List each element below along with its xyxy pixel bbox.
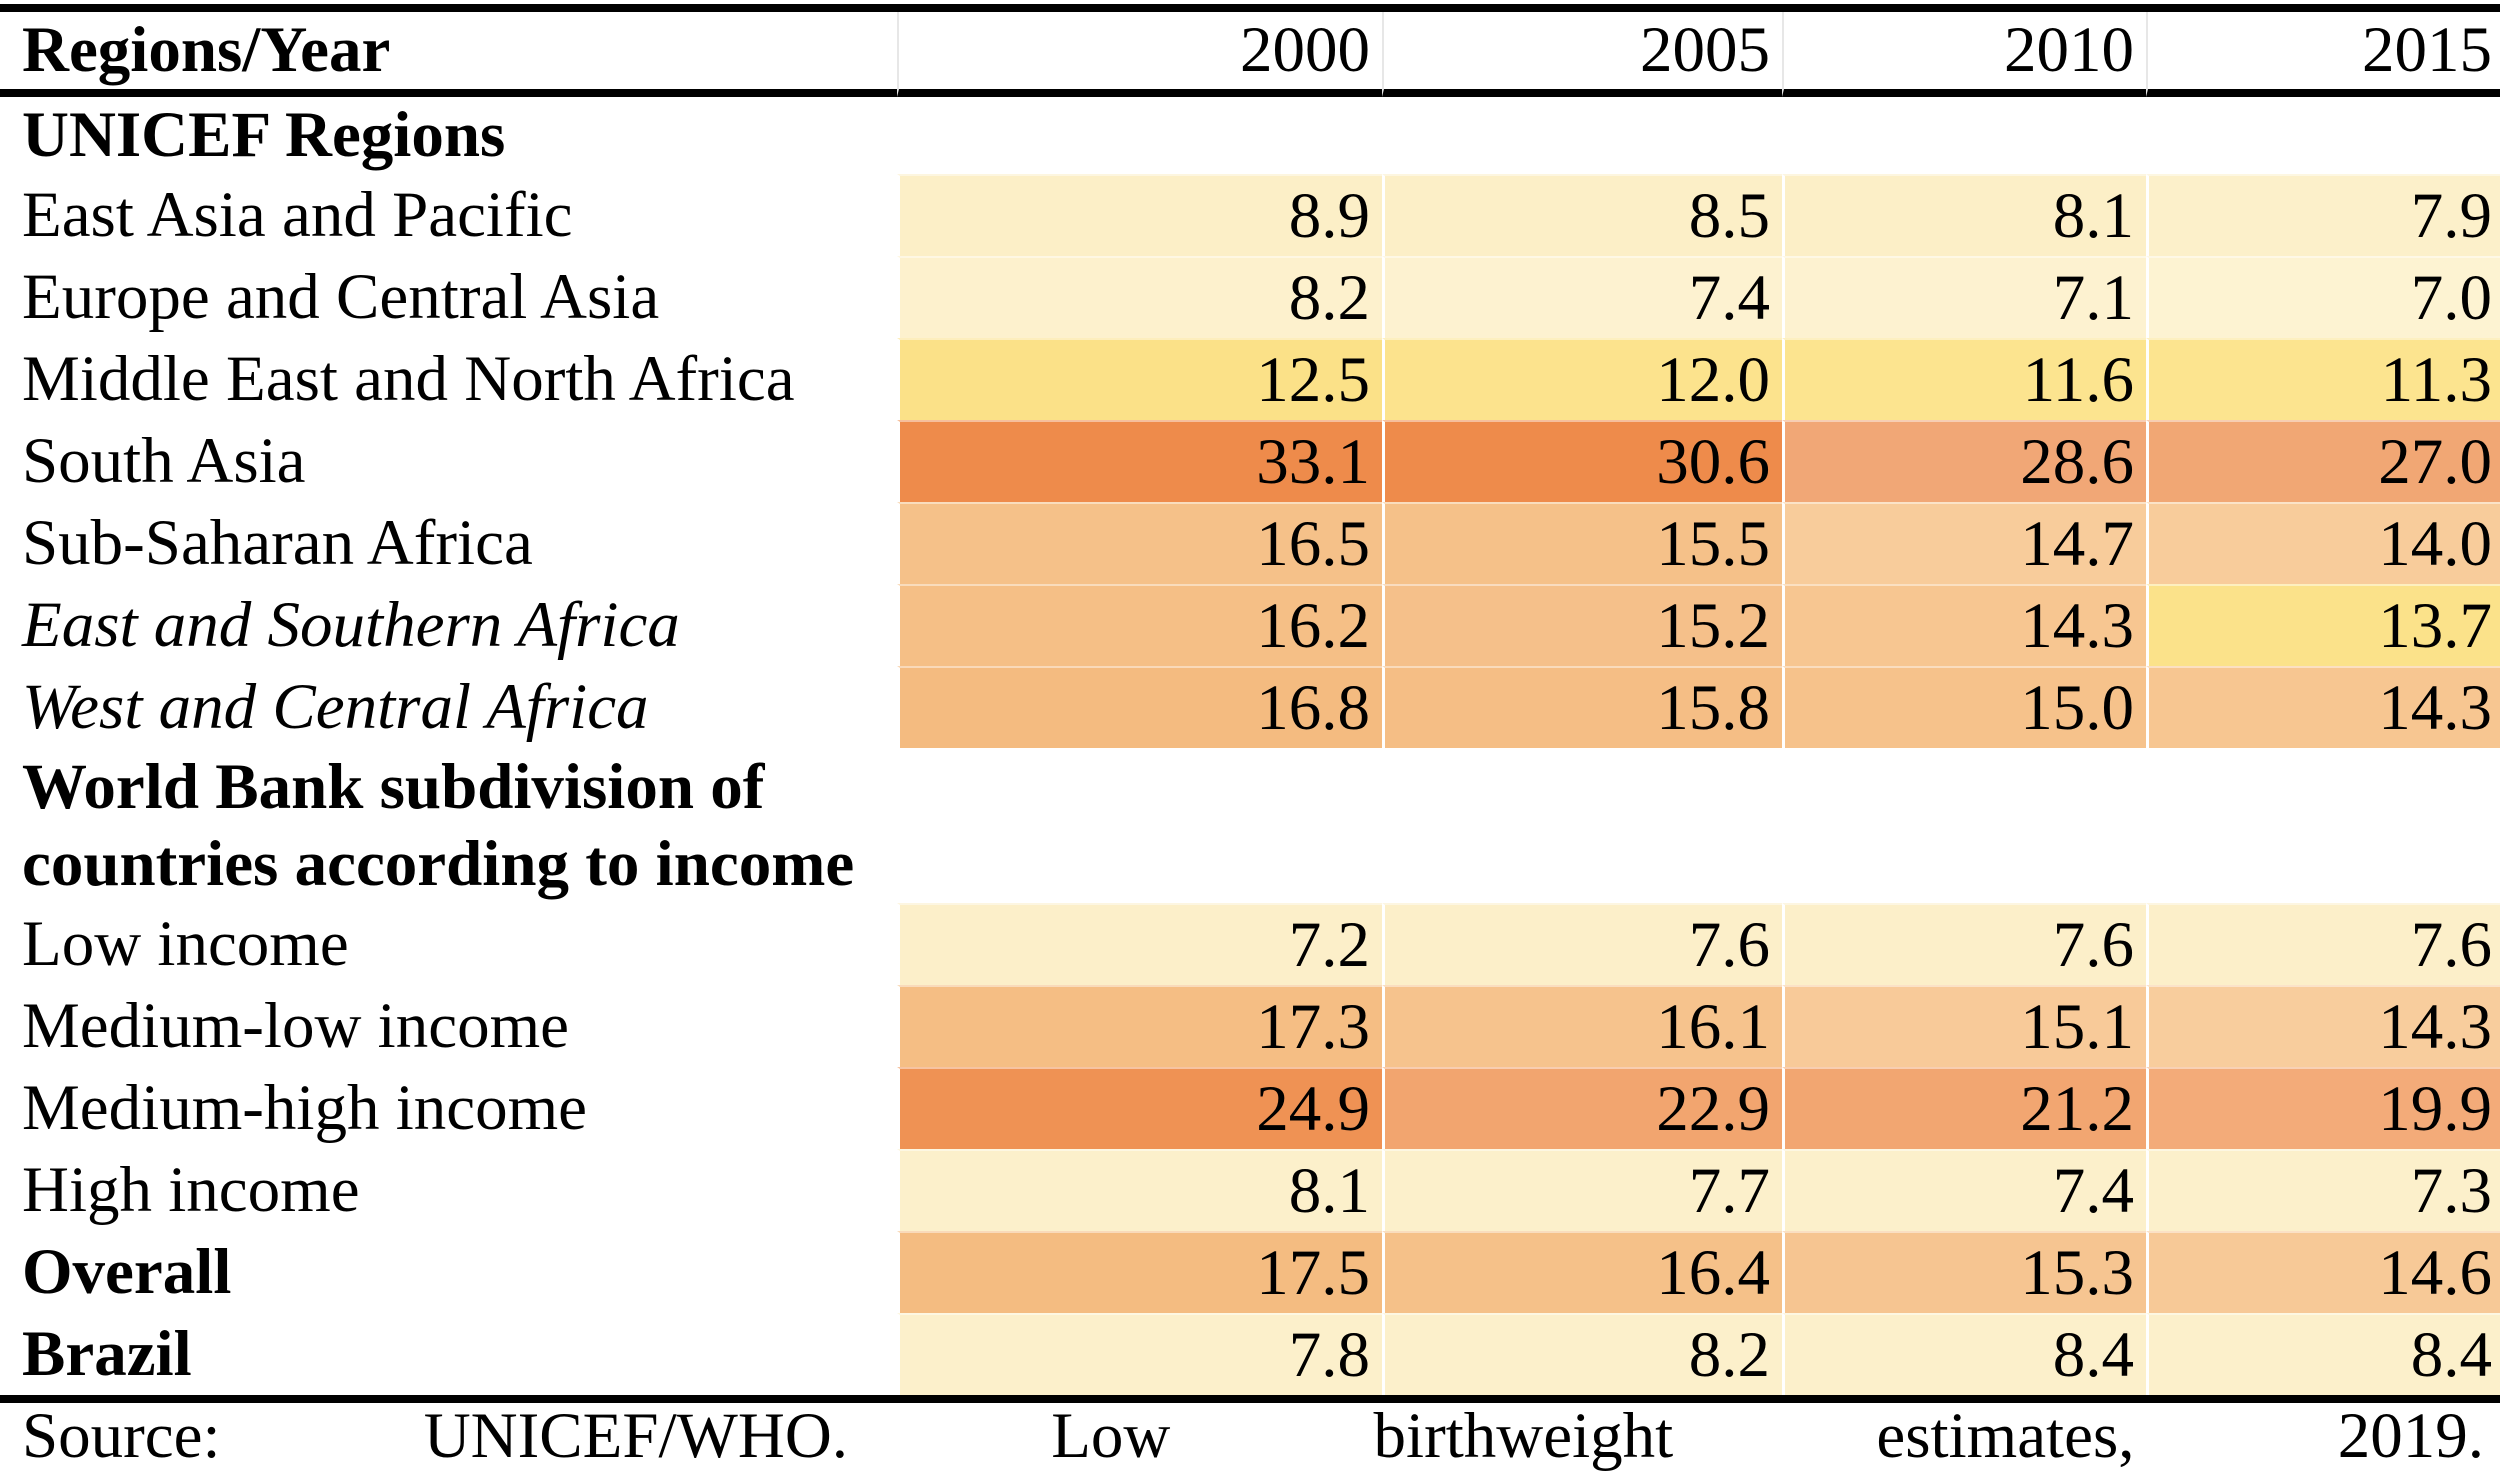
row-label: South Asia — [0, 420, 897, 502]
value-cell: 7.6 — [2146, 903, 2500, 986]
value-cell: 7.8 — [897, 1313, 1382, 1396]
value-cell: 15.5 — [1382, 502, 1782, 584]
value-cell: 7.7 — [1382, 1149, 1782, 1232]
table-row: East and Southern Africa 16.2 15.2 14.3 … — [0, 584, 2500, 666]
table-row: High income 8.1 7.7 7.4 7.3 — [0, 1149, 2500, 1232]
source-word: Source: — [22, 1399, 221, 1472]
value-cell: 16.2 — [897, 584, 1382, 666]
source-word: estimates, — [1876, 1399, 2135, 1472]
table-row: Overall 17.5 16.4 15.3 14.6 — [0, 1231, 2500, 1314]
value-cell: 7.4 — [1382, 256, 1782, 338]
table-row: South Asia 33.1 30.6 28.6 27.0 — [0, 420, 2500, 502]
value-cell: 7.9 — [2146, 174, 2500, 256]
value-cell: 11.6 — [1782, 338, 2146, 420]
table-row: Medium-high income 24.9 22.9 21.2 19.9 — [0, 1067, 2500, 1150]
value-cell: 21.2 — [1782, 1067, 2146, 1150]
value-cell: 22.9 — [1382, 1067, 1782, 1150]
value-cell: 8.1 — [897, 1149, 1382, 1232]
value-cell: 7.3 — [2146, 1149, 2500, 1232]
value-cell: 30.6 — [1382, 420, 1782, 502]
value-cell: 7.1 — [1782, 256, 2146, 338]
value-cell: 14.7 — [1782, 502, 2146, 584]
source-word: Low — [1051, 1399, 1171, 1472]
value-cell: 27.0 — [2146, 420, 2500, 502]
value-cell: 8.2 — [1382, 1313, 1782, 1396]
table-row: Brazil 7.8 8.2 8.4 8.4 — [0, 1313, 2500, 1396]
row-label: Overall — [0, 1231, 897, 1314]
value-cell: 15.2 — [1382, 584, 1782, 666]
source-word: 2019. — [2337, 1399, 2484, 1472]
header-year-2010: 2010 — [1782, 12, 2146, 97]
value-cell: 28.6 — [1782, 420, 2146, 502]
value-cell: 17.5 — [897, 1231, 1382, 1314]
section-heading: UNICEF Regions — [22, 99, 506, 171]
value-cell: 8.9 — [897, 174, 1382, 256]
value-cell: 14.3 — [2146, 666, 2500, 748]
section-unicef-regions: UNICEF Regions — [0, 97, 2500, 174]
value-cell: 14.3 — [2146, 985, 2500, 1068]
value-cell: 16.5 — [897, 502, 1382, 584]
table-row: East Asia and Pacific 8.9 8.5 8.1 7.9 — [0, 174, 2500, 256]
section-heading: World Bank subdivision of countries acco… — [0, 748, 2500, 903]
value-cell: 12.0 — [1382, 338, 1782, 420]
value-cell: 19.9 — [2146, 1067, 2500, 1150]
value-cell: 16.8 — [897, 666, 1382, 748]
table-row: Sub-Saharan Africa 16.5 15.5 14.7 14.0 — [0, 502, 2500, 584]
table-row: Medium-low income 17.3 16.1 15.1 14.3 — [0, 985, 2500, 1068]
table-top-rule — [0, 4, 2500, 12]
source-line: Source: UNICEF/WHO. Low birthweight esti… — [0, 1395, 2500, 1472]
value-cell: 16.1 — [1382, 985, 1782, 1068]
section-heading-text: World Bank subdivision of countries acco… — [22, 751, 855, 900]
value-cell: 14.6 — [2146, 1231, 2500, 1314]
row-label: Europe and Central Asia — [0, 256, 897, 338]
source-word: birthweight — [1373, 1399, 1674, 1472]
table-row: West and Central Africa 16.8 15.8 15.0 1… — [0, 666, 2500, 748]
header-year-2000: 2000 — [897, 12, 1382, 97]
value-cell: 11.3 — [2146, 338, 2500, 420]
value-cell: 7.6 — [1782, 903, 2146, 986]
table-row: Low income 7.2 7.6 7.6 7.6 — [0, 903, 2500, 986]
header-regions-year: Regions/Year — [0, 12, 897, 97]
value-cell: 24.9 — [897, 1067, 1382, 1150]
source-word: UNICEF/WHO. — [423, 1399, 849, 1472]
row-label: West and Central Africa — [0, 666, 897, 748]
value-cell: 14.0 — [2146, 502, 2500, 584]
value-cell: 12.5 — [897, 338, 1382, 420]
value-cell: 13.7 — [2146, 584, 2500, 666]
value-cell: 7.2 — [897, 903, 1382, 986]
value-cell: 8.4 — [1782, 1313, 2146, 1396]
table-row: Middle East and North Africa 12.5 12.0 1… — [0, 338, 2500, 420]
header-year-2015: 2015 — [2146, 12, 2500, 97]
value-cell: 7.0 — [2146, 256, 2500, 338]
value-cell: 7.4 — [1782, 1149, 2146, 1232]
value-cell: 14.3 — [1782, 584, 2146, 666]
value-cell: 7.6 — [1382, 903, 1782, 986]
row-label: Sub-Saharan Africa — [0, 502, 897, 584]
value-cell: 8.2 — [897, 256, 1382, 338]
value-cell: 8.1 — [1782, 174, 2146, 256]
value-cell: 15.1 — [1782, 985, 2146, 1068]
row-label: High income — [0, 1149, 897, 1232]
value-cell: 33.1 — [897, 420, 1382, 502]
row-label: East and Southern Africa — [0, 584, 897, 666]
row-label: East Asia and Pacific — [0, 174, 897, 256]
value-cell: 8.5 — [1382, 174, 1782, 256]
value-cell: 15.0 — [1782, 666, 2146, 748]
row-label: Medium-low income — [0, 985, 897, 1068]
header-year-2005: 2005 — [1382, 12, 1782, 97]
value-cell: 17.3 — [897, 985, 1382, 1068]
row-label: Low income — [0, 903, 897, 986]
value-cell: 16.4 — [1382, 1231, 1782, 1314]
row-label: Brazil — [0, 1313, 897, 1396]
row-label: Medium-high income — [0, 1067, 897, 1150]
low-birthweight-table: Regions/Year 2000 2005 2010 2015 UNICEF … — [0, 12, 2500, 1396]
row-label: Middle East and North Africa — [0, 338, 897, 420]
section-world-bank: World Bank subdivision of countries acco… — [0, 748, 2500, 903]
table-row: Europe and Central Asia 8.2 7.4 7.1 7.0 — [0, 256, 2500, 338]
value-cell: 8.4 — [2146, 1313, 2500, 1396]
header-row: Regions/Year 2000 2005 2010 2015 — [0, 12, 2500, 97]
value-cell: 15.8 — [1382, 666, 1782, 748]
value-cell: 15.3 — [1782, 1231, 2146, 1314]
